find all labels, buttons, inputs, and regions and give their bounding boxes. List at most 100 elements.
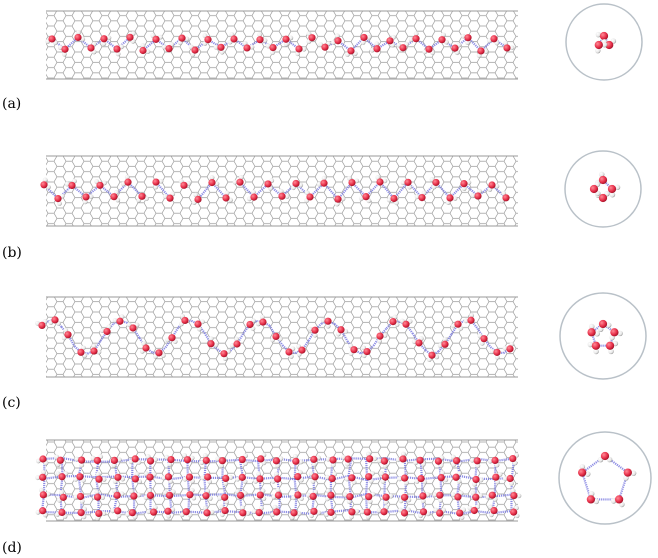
water-molecule: [594, 40, 608, 54]
oxygen-atom: [451, 44, 459, 52]
oxygen-atom: [222, 474, 230, 483]
hydrogen-atom: [579, 464, 586, 470]
oxygen-atom: [130, 492, 138, 500]
oxygen-atom: [131, 475, 139, 483]
oxygen-atom: [269, 44, 277, 52]
oxygen-atom: [222, 194, 230, 202]
oxygen-atom: [294, 491, 302, 499]
oxygen-atom: [578, 468, 587, 477]
oxygen-atom: [490, 35, 498, 43]
oxygen-atom: [194, 195, 202, 203]
hydrogen-atom: [196, 326, 202, 332]
water-molecule: [485, 491, 498, 502]
oxygen-atom: [202, 456, 210, 465]
hydrogen-atom: [250, 189, 256, 195]
oxygen-atom: [502, 194, 510, 202]
hydrogen-atom: [222, 356, 228, 361]
hydrogen-atom: [595, 47, 601, 54]
oxygen-atom: [39, 507, 47, 515]
hydrogen-bond: [421, 476, 441, 481]
oxygen-atom: [48, 35, 56, 43]
oxygen-atom: [246, 320, 254, 329]
water-molecule: [265, 43, 277, 56]
hydrogen-atom: [376, 508, 382, 513]
water-molecule: [87, 41, 97, 55]
hydrogen-atom: [73, 494, 78, 500]
hydrogen-atom: [45, 491, 51, 497]
oxygen-atom: [274, 475, 282, 483]
water-molecule: [346, 175, 360, 187]
oxygen-atom: [87, 44, 95, 52]
oxygen-atom: [432, 178, 440, 187]
hydrogen-atom: [288, 35, 294, 41]
hydrogen-atom: [273, 471, 279, 477]
water-molecule: [309, 507, 322, 519]
oxygen-atom: [185, 473, 194, 481]
hydrogen-bond: [494, 493, 512, 498]
hydrogen-atom: [136, 492, 142, 498]
hydrogen-atom: [200, 475, 206, 481]
hydrogen-bond: [301, 340, 310, 351]
oxygen-atom: [366, 455, 374, 463]
water-molecule: [139, 341, 150, 354]
oxygen-atom: [273, 508, 281, 516]
water-molecule: [382, 493, 394, 505]
oxygen-atom: [238, 473, 246, 481]
oxygen-atom: [164, 507, 172, 515]
water-molecule: [434, 455, 445, 468]
oxygen-atom: [365, 493, 373, 501]
hydrogen-atom: [414, 194, 420, 200]
hydrogen-atom: [240, 505, 245, 511]
hydrogen-atom: [411, 339, 417, 345]
hydrogen-atom: [388, 493, 394, 499]
water-molecule: [125, 509, 138, 520]
water-molecule: [607, 184, 621, 198]
water-molecule: [487, 181, 500, 192]
hydrogen-atom: [110, 508, 116, 514]
water-molecule: [450, 320, 464, 331]
water-molecule: [308, 471, 319, 484]
oxygen-atom: [607, 184, 617, 194]
oxygen-atom: [93, 456, 102, 465]
water-molecule: [578, 464, 591, 477]
hydrogen-atom: [88, 194, 94, 200]
water-molecule: [162, 489, 176, 499]
hydrogen-atom: [630, 470, 637, 476]
oxygen-atom: [320, 179, 328, 187]
oxygen-atom: [348, 474, 356, 482]
water-molecule: [503, 40, 515, 52]
oxygen-atom: [599, 31, 609, 41]
hydrogen-atom: [101, 41, 107, 47]
hydrogen-atom: [605, 322, 612, 328]
oxygen-atom: [295, 45, 303, 53]
oxygen-atom: [586, 495, 596, 504]
hydrogen-atom: [437, 343, 443, 348]
hydrogen-atom: [245, 511, 251, 516]
hydrogen-atom: [382, 332, 388, 338]
hydrogen-bond: [44, 456, 62, 460]
water-molecule: [324, 471, 337, 483]
oxygen-atom: [39, 473, 47, 481]
oxygen-atom: [39, 491, 47, 499]
oxygen-atom: [194, 320, 202, 328]
oxygen-atom: [203, 509, 211, 517]
oxygen-atom: [488, 181, 496, 189]
hydrogen-atom: [587, 341, 594, 348]
water-molecule: [179, 508, 193, 518]
hydrogen-atom: [101, 511, 107, 516]
hydrogen-atom: [617, 330, 623, 337]
oxygen-atom: [506, 345, 514, 353]
water-molecule: [99, 324, 112, 336]
water-molecule: [296, 344, 306, 357]
water-molecule: [35, 319, 48, 330]
oxygen-atom: [373, 45, 381, 53]
oxygen-atom: [348, 178, 356, 187]
hydrogen-atom: [91, 343, 97, 349]
oxygen-atom: [492, 473, 500, 481]
water-molecule: [324, 508, 337, 519]
oxygen-atom: [400, 509, 409, 517]
water-molecule: [153, 349, 166, 359]
water-tube-d: [35, 451, 522, 521]
hydrogen-atom: [372, 456, 378, 462]
oxygen-atom: [587, 328, 596, 337]
